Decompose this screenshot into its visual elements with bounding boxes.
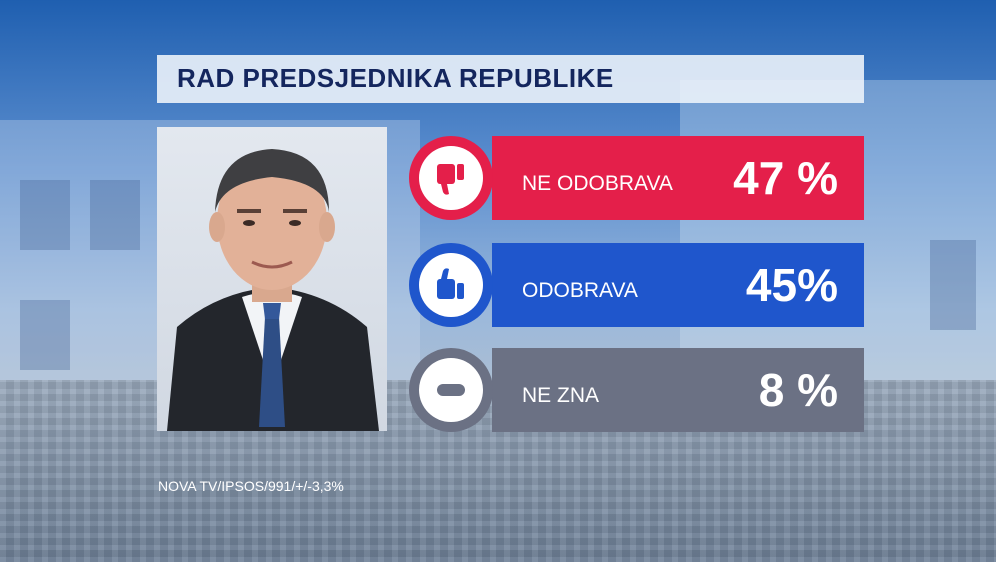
- portrait-photo: [157, 127, 387, 431]
- background-building-right: [680, 80, 996, 380]
- bar-value-label: 47 %: [733, 152, 838, 204]
- minus-icon: [407, 346, 495, 434]
- background-window: [20, 300, 70, 370]
- background-window: [20, 180, 70, 250]
- source-note: NOVA TV/IPSOS/991/+/-3,3%: [158, 478, 344, 494]
- bar-label: ODOBRAVA: [522, 279, 638, 302]
- thumbs-down-icon: [407, 134, 495, 222]
- title-bar: RAD PREDSJEDNIKA REPUBLIKE: [157, 55, 864, 103]
- bar-value-label: 8 %: [758, 364, 838, 416]
- background-window: [930, 240, 976, 330]
- bar-label: NE ZNA: [522, 384, 600, 407]
- portrait-illustration: [167, 149, 379, 431]
- bar-ne-odobrava: NE ODOBRAVA 47 %: [492, 136, 864, 220]
- bar-label: NE ODOBRAVA: [522, 172, 673, 195]
- background-window: [90, 180, 140, 250]
- bar-odobrava: ODOBRAVA 45%: [492, 243, 864, 327]
- thumbs-up-icon: [407, 241, 495, 329]
- chart-title: RAD PREDSJEDNIKA REPUBLIKE: [177, 63, 614, 93]
- bar-ne-zna: NE ZNA 8 %: [492, 348, 864, 432]
- bar-value-label: 45%: [745, 259, 838, 311]
